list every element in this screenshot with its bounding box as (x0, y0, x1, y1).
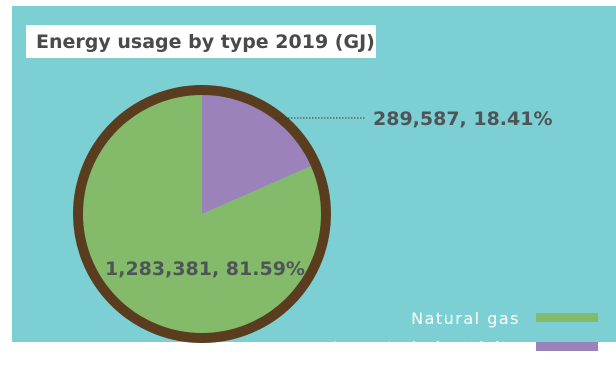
pie-slice-imported-electricity (202, 90, 316, 214)
pie-slices (78, 90, 326, 339)
legend-swatch-natural-gas (536, 313, 598, 322)
slice-label-electricity: 289,587, 18.41% (373, 108, 553, 130)
legend: Natural gas Imported electricity (333, 309, 598, 357)
legend-label-natural-gas: Natural gas (411, 309, 520, 328)
pie-border (73, 85, 331, 343)
legend-label-imported-electricity: Imported electricity (333, 338, 520, 357)
chart-title-box: Energy usage by type 2019 (GJ) (26, 25, 376, 58)
slice-label-natural-gas: 1,283,381, 81.59% (105, 258, 305, 280)
legend-swatch-imported-electricity (536, 342, 598, 351)
pie-slice-natural-gas (78, 90, 326, 339)
chart-title: Energy usage by type 2019 (GJ) (36, 30, 375, 53)
